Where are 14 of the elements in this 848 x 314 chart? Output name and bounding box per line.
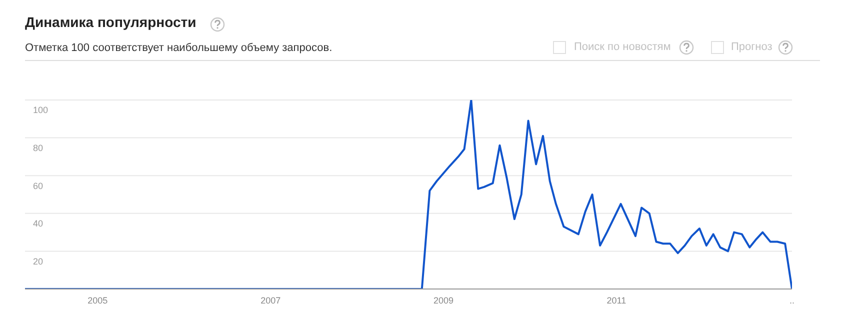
y-tick-label: 80: [33, 142, 44, 153]
x-tick-label: 2011: [606, 295, 626, 306]
chart-subtitle: Отметка 100 соответствует наибольшему объему запросов.: [25, 42, 332, 54]
y-tick-label: 60: [33, 180, 44, 191]
y-tick-label: 100: [33, 105, 48, 116]
y-tick-label: 40: [33, 218, 44, 229]
x-tick-label: 2009: [434, 295, 454, 306]
x-tick-label: 2005: [88, 295, 108, 306]
x-tick-label: 2007: [260, 295, 281, 306]
x-tick-label: ..: [789, 295, 795, 306]
text: Прогноз: [731, 41, 772, 53]
y-tick-label: 20: [33, 256, 44, 266]
chart-title: Динамика популярности: [25, 14, 196, 30]
text: Поиск по новостям: [574, 41, 671, 53]
